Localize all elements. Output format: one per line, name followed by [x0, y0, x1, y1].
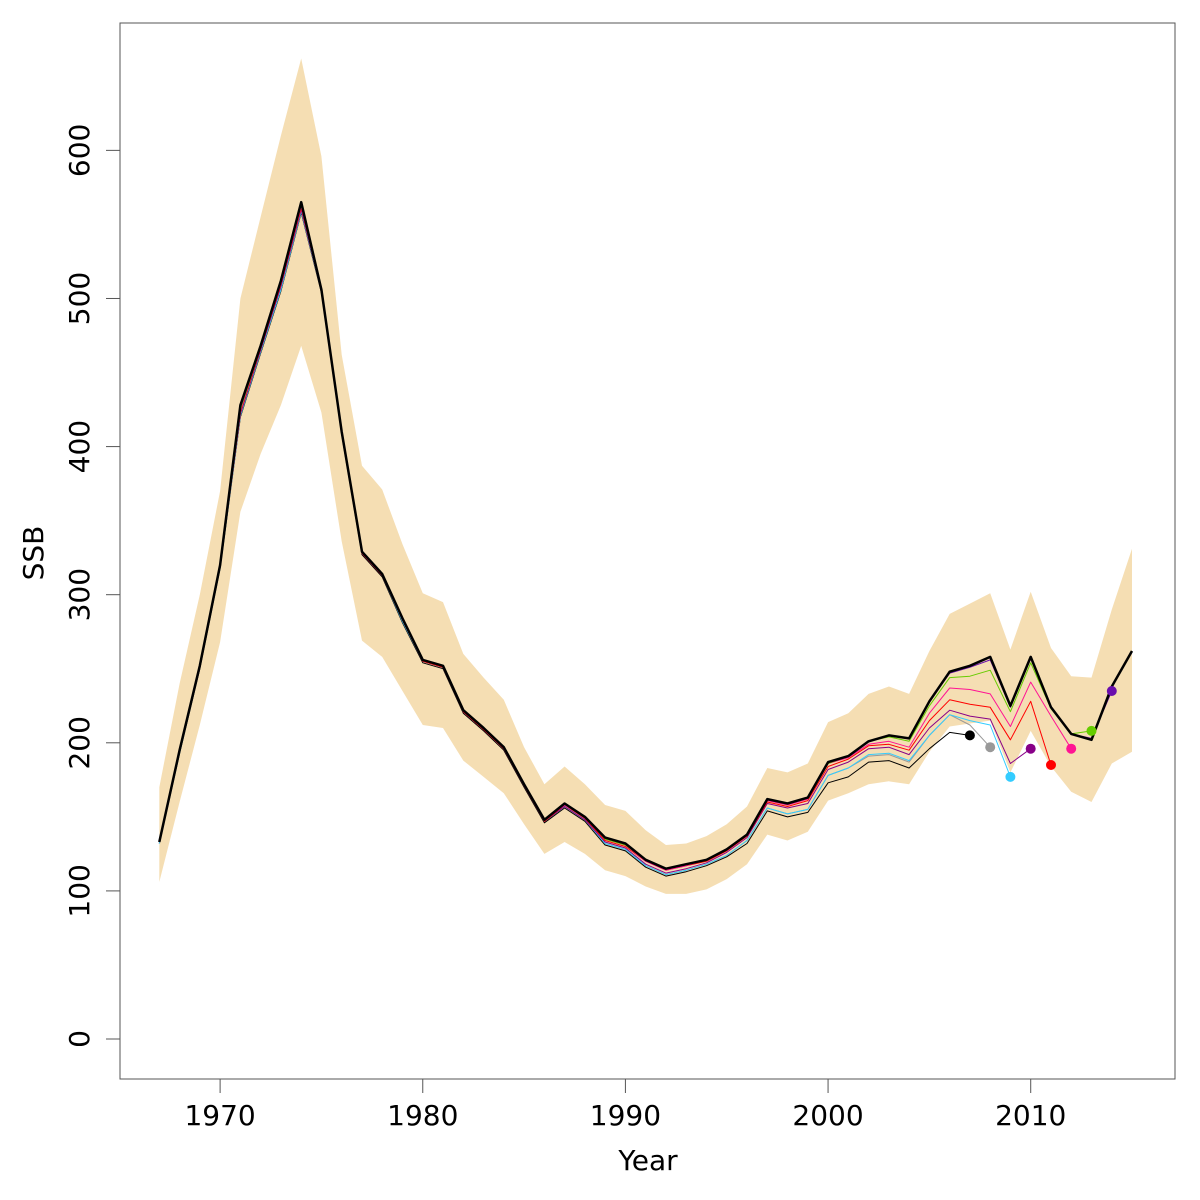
y-tick-label: 500 — [63, 272, 96, 325]
y-axis-title: SSB — [17, 526, 50, 581]
ssb-main-line — [158, 200, 1134, 870]
hindcast-endpoint-2014 — [1106, 686, 1117, 696]
x-tick-label: 2000 — [792, 1099, 863, 1132]
x-tick-label: 1990 — [590, 1099, 661, 1132]
hindcast-endpoint-2012 — [1066, 743, 1077, 754]
hindcast-endpoint-2008 — [985, 742, 996, 753]
y-tick-label: 600 — [63, 124, 96, 177]
y-tick-label: 0 — [63, 1030, 96, 1048]
hindcast-endpoint-2013 — [1086, 725, 1097, 736]
x-tick-label: 1980 — [387, 1099, 458, 1132]
hindcast-endpoint-2009 — [1005, 771, 1016, 782]
x-axis-title: Year — [617, 1144, 678, 1177]
ssb-main-line-layer — [158, 200, 1134, 870]
hindcast-endpoint-2010 — [1025, 743, 1036, 754]
y-tick-label: 400 — [63, 420, 96, 473]
hindcast-endpoints-layer — [964, 686, 1117, 782]
y-tick-label: 100 — [63, 864, 96, 917]
y-tick-label: 300 — [63, 568, 96, 621]
x-axis: 1970 1980 1990 2000 2010 — [184, 1078, 1066, 1132]
y-tick-label: 200 — [63, 716, 96, 769]
confidence-band-layer — [159, 58, 1133, 894]
x-tick-label: 1970 — [184, 1099, 255, 1132]
confidence-band — [159, 58, 1133, 894]
y-axis: 0 100 200 300 400 500 600 — [63, 124, 121, 1048]
hindcast-endpoint-2007 — [964, 730, 975, 741]
x-tick-label: 2010 — [995, 1099, 1066, 1132]
hindcast-endpoint-2011 — [1046, 760, 1056, 770]
